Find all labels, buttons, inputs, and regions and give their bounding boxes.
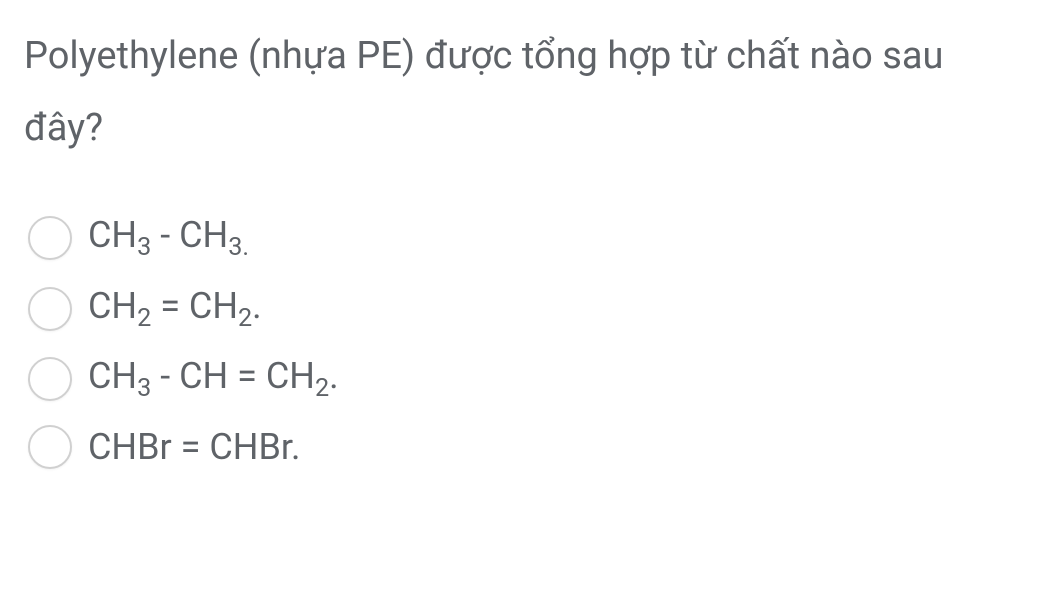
option-row-4: CHBr = CHBr.	[28, 425, 1019, 469]
radio-button-2[interactable]	[28, 287, 72, 331]
radio-button-4[interactable]	[28, 425, 72, 469]
option-label-2: CH2 = CH2.	[88, 285, 262, 333]
question-text: Polyethylene (nhựa PE) được tổng hợp từ …	[24, 20, 1019, 164]
option-label-3: CH3 - CH = CH2.	[88, 355, 339, 403]
options-container: CH3 - CH3. CH2 = CH2. CH3 - CH = CH2. CH…	[24, 214, 1019, 469]
option-row-3: CH3 - CH = CH2.	[28, 355, 1019, 403]
radio-button-3[interactable]	[28, 357, 72, 401]
radio-button-1[interactable]	[28, 216, 72, 260]
option-row-1: CH3 - CH3.	[28, 214, 1019, 262]
option-row-2: CH2 = CH2.	[28, 285, 1019, 333]
option-label-4: CHBr = CHBr.	[88, 426, 300, 468]
option-label-1: CH3 - CH3.	[88, 214, 249, 262]
